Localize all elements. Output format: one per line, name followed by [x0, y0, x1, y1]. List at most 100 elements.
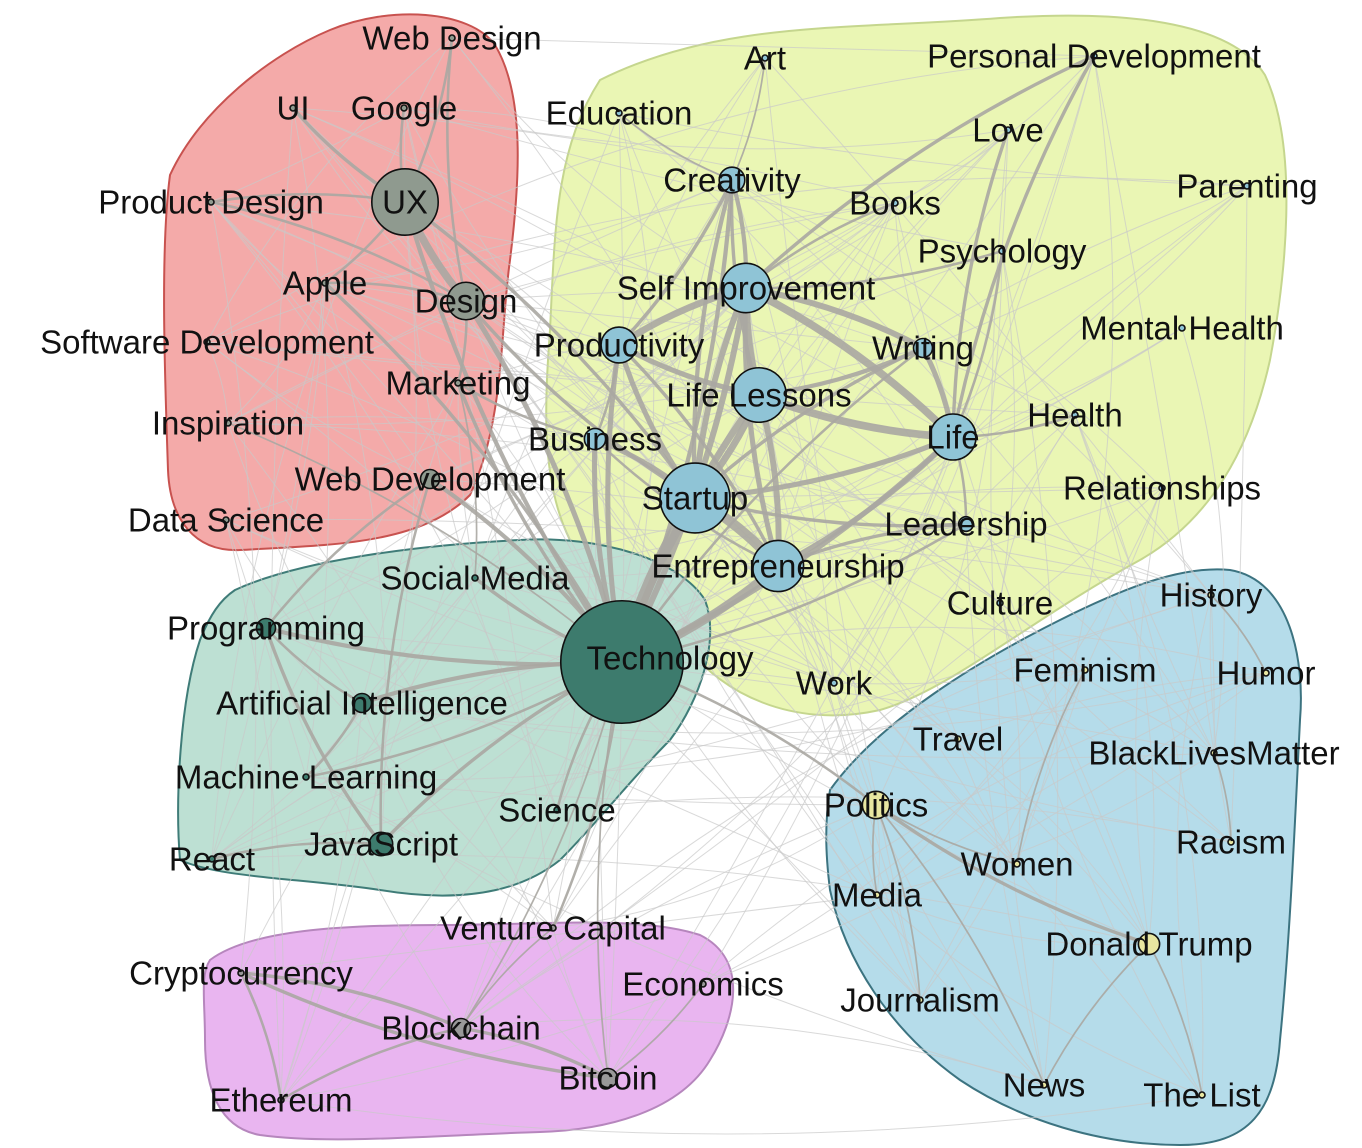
node-humor[interactable] [1262, 669, 1270, 677]
node-productivity[interactable] [600, 326, 638, 364]
node-journalism[interactable] [916, 996, 924, 1004]
background-edge [324, 282, 1001, 604]
node-education[interactable] [615, 109, 623, 117]
node-feminism[interactable] [1081, 666, 1089, 674]
node-work[interactable] [830, 679, 838, 687]
background-edge [731, 179, 1212, 596]
node-ux[interactable] [370, 168, 439, 237]
node-travel[interactable] [954, 735, 962, 743]
background-edge [451, 37, 747, 289]
background-edge [265, 287, 747, 629]
background-edge [552, 927, 609, 1079]
edge-creativity-education [618, 112, 733, 181]
label-economics: Economics [622, 966, 783, 1003]
node-life-lessons[interactable] [730, 366, 788, 424]
label-blacklivesmatter: BlackLivesMatter [1088, 735, 1339, 772]
node-parenting[interactable] [1243, 182, 1251, 190]
node-business[interactable] [583, 427, 607, 451]
node-venture-capital[interactable] [549, 924, 557, 932]
node-art[interactable] [761, 54, 769, 62]
background-edge [465, 287, 747, 302]
node-media[interactable] [873, 891, 881, 899]
node-web-development[interactable] [419, 468, 441, 490]
node-love[interactable] [1004, 126, 1012, 134]
node-entrepreneurship[interactable] [751, 539, 805, 593]
node-apple[interactable] [321, 279, 329, 287]
background-edge [292, 107, 954, 438]
node-startup[interactable] [659, 462, 731, 534]
background-edge [211, 594, 1212, 860]
node-books[interactable] [891, 199, 899, 207]
node-economics[interactable] [699, 980, 707, 988]
background-edge [227, 282, 326, 424]
node-relationships[interactable] [1158, 484, 1166, 492]
node-machine-learning[interactable] [302, 773, 310, 781]
node-women[interactable] [1013, 860, 1021, 868]
edge-startup-design [464, 299, 697, 500]
background-edge [618, 129, 1009, 346]
topic-labels: Web Design UI Google Product Design UX Apple D… [40, 20, 1340, 1119]
label-media: Media [832, 877, 923, 914]
label-mental-health: Mental Health [1080, 310, 1284, 347]
node-the-list[interactable] [1198, 1091, 1206, 1099]
node-science[interactable] [553, 806, 561, 814]
node-marketing[interactable] [454, 379, 462, 387]
label-work: Work [796, 665, 873, 702]
node-culture[interactable] [996, 599, 1004, 607]
background-edge [556, 796, 1232, 843]
background-edge [1093, 55, 1215, 754]
label-art: Art [744, 40, 786, 77]
node-ui[interactable] [289, 104, 297, 112]
background-edge [618, 344, 1086, 671]
node-data-science[interactable] [222, 516, 230, 524]
node-writing[interactable] [912, 337, 934, 359]
label-business: Business [528, 421, 662, 458]
edge-racism-blacklivesmatter [1213, 752, 1232, 843]
node-donald-trump[interactable] [1137, 932, 1161, 956]
node-technology[interactable] [559, 599, 685, 725]
node-artificial-intelligence[interactable] [351, 692, 373, 714]
node-social-media[interactable] [471, 574, 479, 582]
label-cryptocurrency: Cryptocurrency [129, 955, 353, 992]
node-mental-health[interactable] [1178, 324, 1186, 332]
node-product-design[interactable] [207, 198, 215, 206]
node-inspiration[interactable] [224, 419, 232, 427]
node-web-design[interactable] [448, 34, 456, 42]
background-edge [552, 202, 896, 929]
node-ethereum[interactable] [277, 1096, 285, 1104]
node-health[interactable] [1071, 411, 1079, 419]
edge-women-feminism [1016, 669, 1086, 865]
node-racism[interactable] [1227, 838, 1235, 846]
label-life: Life [926, 419, 979, 456]
node-life[interactable] [929, 413, 977, 461]
edge-donald-trump-the-list [1148, 943, 1203, 1096]
node-creativity[interactable] [718, 166, 746, 194]
node-psychology[interactable] [998, 247, 1006, 255]
edge-programming-artificial-intelligence [264, 626, 364, 705]
background-edge [206, 37, 453, 343]
node-cryptocurrency[interactable] [237, 969, 245, 977]
node-self-improvement[interactable] [720, 262, 772, 314]
node-programming[interactable] [255, 617, 277, 639]
node-design[interactable] [446, 281, 486, 321]
background-edge [451, 37, 1095, 57]
node-news[interactable] [1040, 1081, 1048, 1089]
node-blacklivesmatter[interactable] [1210, 749, 1218, 757]
node-history[interactable] [1207, 591, 1215, 599]
background-edge [1074, 414, 1215, 754]
background-edge [552, 565, 779, 929]
background-edge [876, 752, 1215, 896]
node-blockchain[interactable] [450, 1017, 472, 1039]
background-edge [210, 201, 431, 480]
node-leadership[interactable] [957, 515, 975, 533]
node-software-development[interactable] [203, 338, 211, 346]
node-politics[interactable] [861, 790, 891, 820]
label-apple: Apple [283, 265, 367, 302]
node-personal-development[interactable] [1090, 52, 1098, 60]
node-react[interactable] [208, 855, 216, 863]
node-bitcoin[interactable] [597, 1067, 619, 1089]
node-google[interactable] [400, 104, 408, 112]
background-edge [1074, 414, 1155, 945]
node-javascript[interactable] [368, 831, 394, 857]
edge-self-improvement-life [742, 284, 957, 441]
